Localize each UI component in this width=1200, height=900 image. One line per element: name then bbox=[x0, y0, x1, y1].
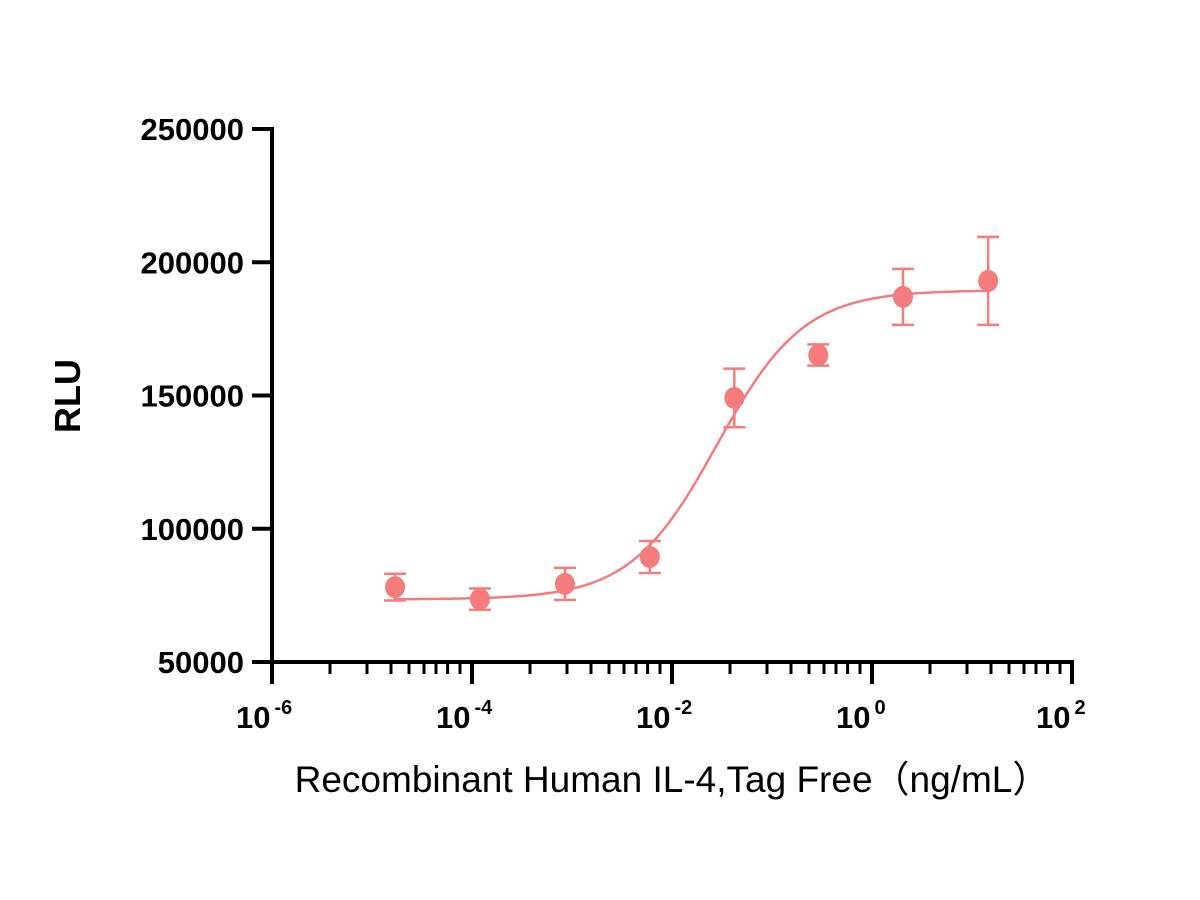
x-tick-base: 10 bbox=[436, 700, 470, 735]
y-tick-label: 200000 bbox=[141, 245, 244, 280]
data-point bbox=[385, 576, 406, 599]
x-tick-exponent: 2 bbox=[1074, 697, 1085, 719]
x-tick-label: 10 -4 bbox=[436, 697, 493, 735]
x-tick-base: 10 bbox=[836, 700, 870, 735]
y-tick-label: 250000 bbox=[141, 112, 244, 147]
x-tick-base: 10 bbox=[236, 700, 270, 735]
x-tick-base: 10 bbox=[1036, 700, 1070, 735]
x-tick-exponent: -2 bbox=[674, 697, 692, 719]
x-tick-label: 10 -2 bbox=[636, 697, 692, 735]
x-tick-base: 10 bbox=[636, 700, 670, 735]
data-point bbox=[978, 269, 999, 292]
x-tick-exponent: 0 bbox=[874, 697, 885, 719]
x-axis-label: Recombinant Human IL-4,Tag Free（ng/mL） bbox=[295, 759, 1050, 800]
x-tick-exponent: -6 bbox=[274, 697, 292, 719]
data-point bbox=[639, 545, 660, 568]
y-tick-label: 50000 bbox=[158, 645, 244, 680]
y-axis-label: RLU bbox=[47, 359, 88, 433]
data-point bbox=[554, 572, 575, 595]
y-tick-label: 150000 bbox=[141, 379, 244, 414]
x-tick-label: 10 2 bbox=[1036, 697, 1086, 735]
fit-curve bbox=[395, 289, 989, 601]
x-tick-label: 10 0 bbox=[836, 697, 886, 735]
x-tick-label: 10 -6 bbox=[236, 697, 292, 735]
data-point bbox=[724, 386, 745, 409]
x-tick-exponent: -4 bbox=[474, 697, 493, 719]
data-point bbox=[808, 343, 829, 366]
data-point bbox=[892, 285, 913, 308]
y-tick-label: 100000 bbox=[141, 512, 244, 547]
data-point bbox=[469, 588, 490, 611]
